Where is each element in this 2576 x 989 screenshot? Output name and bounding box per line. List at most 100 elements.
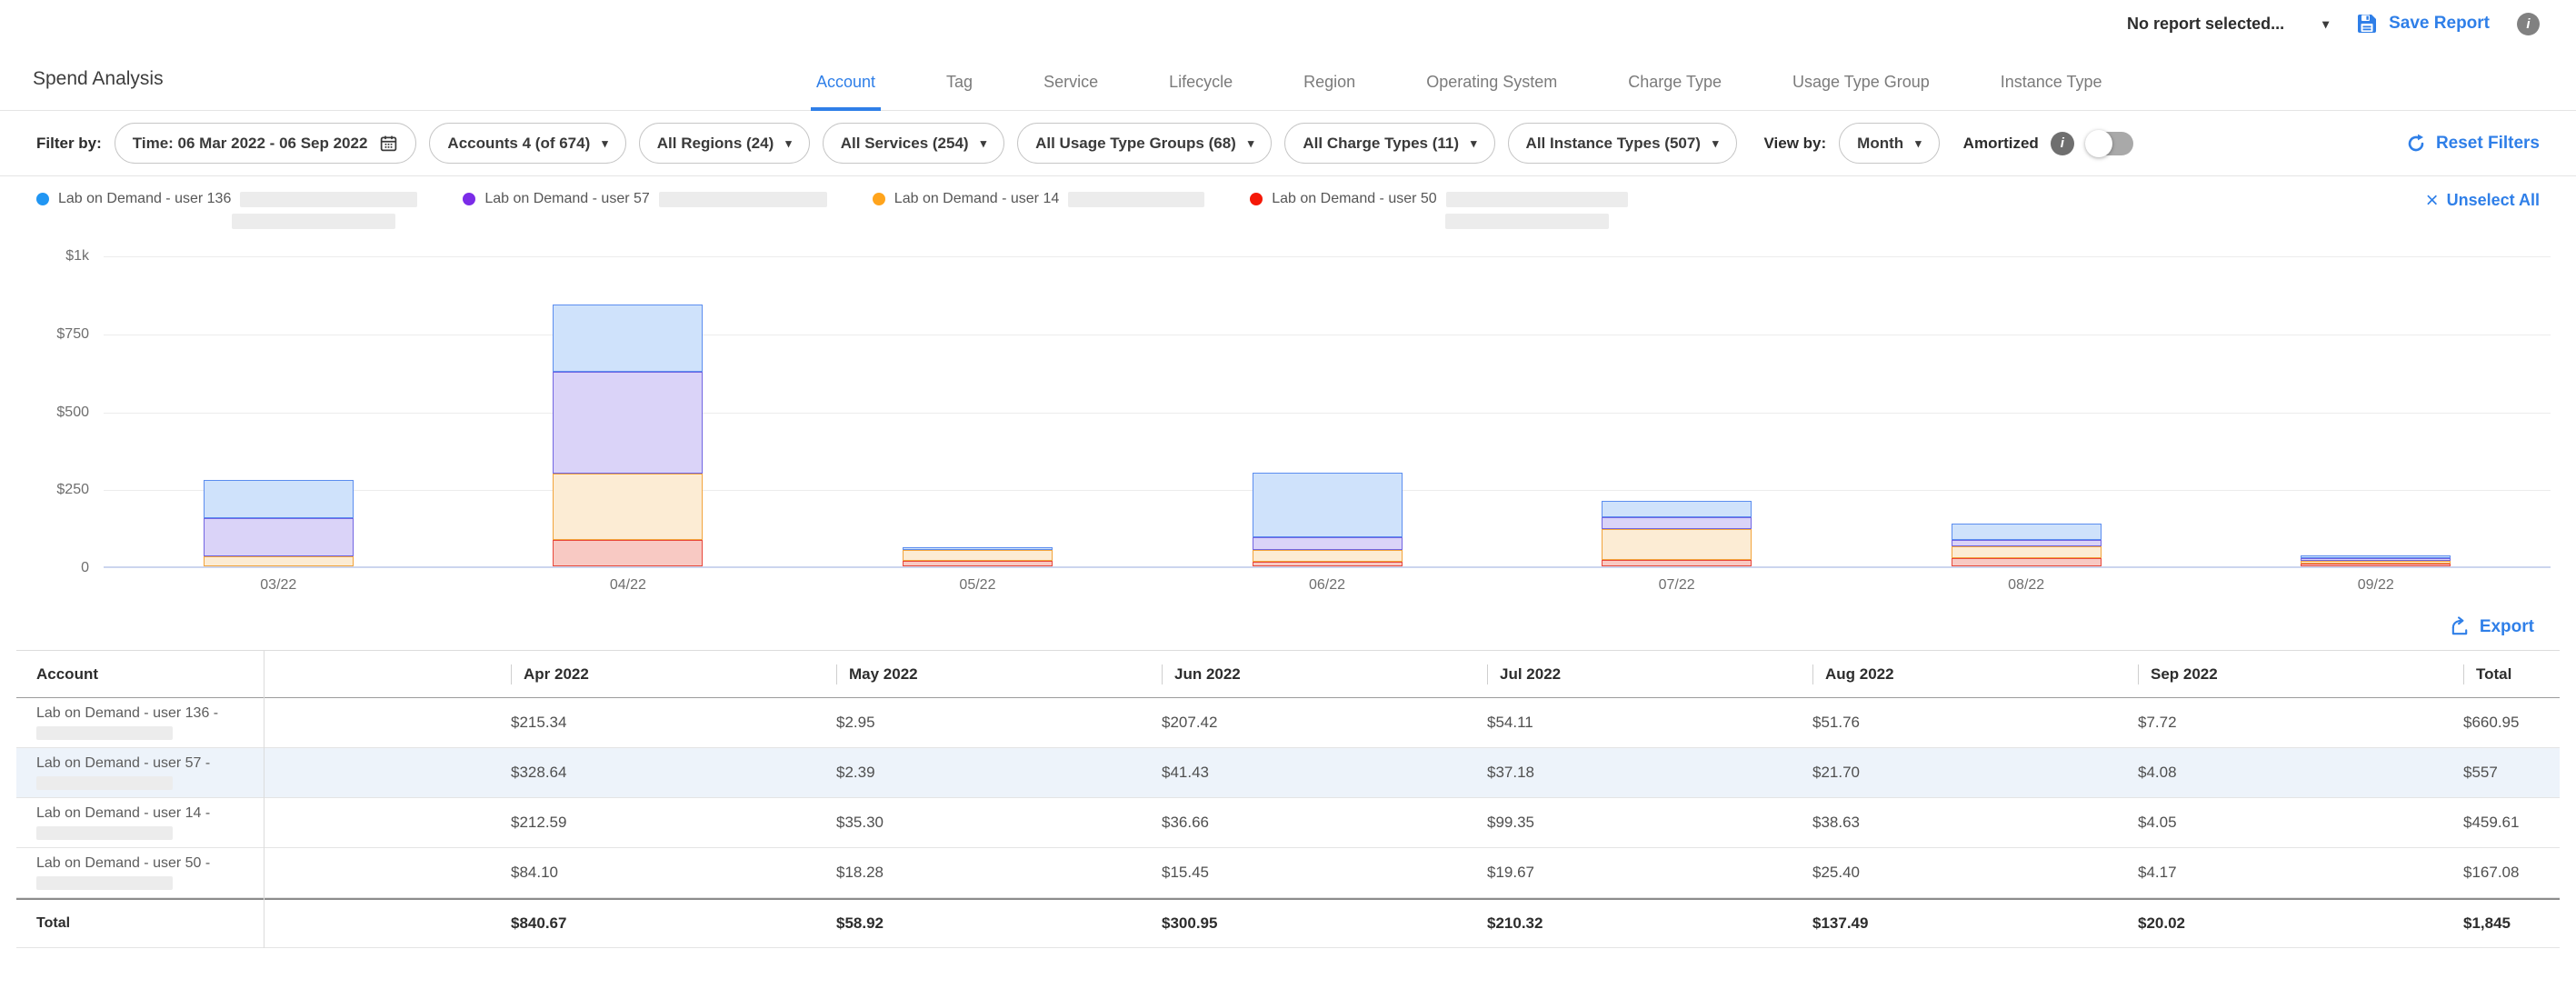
filter-dropdown-all-charge-types-11[interactable]: All Charge Types (11) ▾ bbox=[1284, 123, 1495, 164]
column-header-label: Apr 2022 bbox=[511, 664, 589, 684]
x-axis-label: 06/22 bbox=[1309, 577, 1346, 593]
reset-filters-button[interactable]: Reset Filters bbox=[2405, 133, 2540, 155]
account-cell: Lab on Demand - user 50 - bbox=[16, 855, 498, 890]
value-cell: $557 bbox=[2463, 764, 2498, 781]
filter-by-label: Filter by: bbox=[36, 134, 102, 152]
tab-lifecycle[interactable]: Lifecycle bbox=[1169, 73, 1233, 91]
export-row: Export bbox=[0, 605, 2576, 650]
legend-label: Lab on Demand - user 14 bbox=[894, 191, 1060, 206]
legend-item-lab-on-demand-user-136[interactable]: Lab on Demand - user 136 bbox=[36, 191, 418, 229]
chart-slot-05-22: 05/22 bbox=[803, 256, 1153, 593]
bar-segment-lab-on-demand-user-50 bbox=[1252, 561, 1403, 566]
table-total-row: Total $840.67 $58.92 $300.95 $210.32 $137.49 $… bbox=[16, 898, 2560, 948]
value-cell: $215.34 bbox=[511, 714, 567, 731]
tab-usage-type-group[interactable]: Usage Type Group bbox=[1792, 73, 1930, 91]
y-axis-label: $500 bbox=[56, 404, 89, 420]
filter-dropdown-all-regions-24[interactable]: All Regions (24) ▾ bbox=[638, 123, 810, 164]
unselect-all-button[interactable]: × Unselect All bbox=[2426, 189, 2540, 211]
y-axis-label: 0 bbox=[81, 560, 89, 575]
bar-06-22[interactable] bbox=[1252, 472, 1403, 566]
tab-service[interactable]: Service bbox=[1043, 73, 1099, 91]
tab-operating-system[interactable]: Operating System bbox=[1426, 73, 1558, 91]
tab-account[interactable]: Account bbox=[811, 55, 882, 111]
table-row-lab-on-demand-user-50: Lab on Demand - user 50 - $84.10 $18.28 $15… bbox=[16, 848, 2560, 898]
value-cell: $84.10 bbox=[511, 864, 558, 881]
legend-dot bbox=[36, 193, 49, 205]
value-cell: $19.67 bbox=[1487, 864, 1534, 881]
filter-dropdown-all-instance-types-507[interactable]: All Instance Types (507) ▾ bbox=[1507, 123, 1737, 164]
redacted-text bbox=[1445, 191, 1628, 207]
save-report-button[interactable]: Save Report bbox=[2356, 13, 2490, 35]
reset-icon bbox=[2405, 133, 2427, 155]
amortized-toggle[interactable] bbox=[2084, 129, 2133, 157]
legend-line: Lab on Demand - user 50 bbox=[1250, 191, 1628, 207]
value-cell: $38.63 bbox=[1812, 814, 1860, 831]
bar-segment-lab-on-demand-user-57 bbox=[1252, 536, 1403, 551]
info-icon[interactable]: i bbox=[2050, 131, 2074, 155]
total-value-cell: $300.95 bbox=[1162, 914, 1218, 932]
column-header-label: May 2022 bbox=[836, 664, 918, 684]
reset-filters-label: Reset Filters bbox=[2435, 133, 2540, 153]
value-cell: $54.11 bbox=[1487, 714, 1533, 731]
spend-chart: $1k $750 $500 $250 0 03/22 04/22 05/22 06/22 07/2… bbox=[36, 235, 2554, 605]
gridline bbox=[104, 256, 2551, 257]
bar-07-22[interactable] bbox=[1602, 500, 1752, 566]
tab-bar: Account Tag Service Lifecycle Region Operatin… bbox=[811, 55, 2108, 111]
export-button[interactable]: Export bbox=[2450, 616, 2534, 637]
save-icon bbox=[2356, 13, 2378, 35]
account-name: Lab on Demand - user 57 - bbox=[36, 755, 211, 771]
spend-table: Account Apr 2022 May 2022 Jun 2022 Jul 2022 A… bbox=[16, 650, 2560, 948]
filter-dropdown-all-usage-type-groups-68[interactable]: All Usage Type Groups (68) ▾ bbox=[1017, 123, 1273, 164]
legend-line: Lab on Demand - user 57 bbox=[463, 191, 827, 207]
bar-03-22[interactable] bbox=[203, 480, 354, 566]
total-label-cell: Total bbox=[36, 915, 71, 931]
chevron-down-icon: ▾ bbox=[785, 135, 792, 150]
info-icon[interactable]: i bbox=[2517, 12, 2540, 35]
account-cell: Lab on Demand - user 136 - bbox=[16, 705, 498, 740]
column-header-label: Sep 2022 bbox=[2138, 664, 2218, 684]
chevron-down-icon: ▾ bbox=[980, 135, 987, 150]
chevron-down-icon: ▾ bbox=[1247, 135, 1254, 150]
chart-slot-09-22: 09/22 bbox=[2201, 256, 2551, 593]
legend-item-lab-on-demand-user-57[interactable]: Lab on Demand - user 57 bbox=[463, 191, 827, 229]
bar-segment-lab-on-demand-user-136 bbox=[553, 304, 704, 372]
bar-09-22[interactable] bbox=[2301, 555, 2451, 566]
bar-segment-lab-on-demand-user-136 bbox=[203, 480, 354, 518]
bar-segment-lab-on-demand-user-14 bbox=[2301, 561, 2451, 564]
chart-slot-08-22: 08/22 bbox=[1852, 256, 2202, 593]
filter-dropdown-accounts-4-of-674[interactable]: Accounts 4 (of 674) ▾ bbox=[429, 123, 626, 164]
legend-item-lab-on-demand-user-50[interactable]: Lab on Demand - user 50 bbox=[1250, 191, 1628, 229]
column-header-label: Total bbox=[2463, 664, 2511, 684]
time-filter-pill[interactable]: Time: 06 Mar 2022 - 06 Sep 2022 bbox=[114, 123, 417, 164]
y-axis-label: $750 bbox=[56, 325, 89, 342]
filter-pills: Accounts 4 (of 674) ▾ All Regions (24) ▾ All… bbox=[429, 123, 1737, 164]
bar-segment-lab-on-demand-user-136 bbox=[2301, 555, 2451, 558]
value-cell: $459.61 bbox=[2463, 814, 2520, 831]
bar-08-22[interactable] bbox=[1951, 523, 2102, 566]
x-axis-label: 08/22 bbox=[2008, 577, 2045, 593]
value-cell: $4.17 bbox=[2138, 864, 2177, 881]
redacted-text bbox=[658, 191, 827, 207]
bar-05-22[interactable] bbox=[902, 546, 1053, 566]
tab-charge-type[interactable]: Charge Type bbox=[1628, 73, 1722, 91]
filter-dropdown-all-services-254[interactable]: All Services (254) ▾ bbox=[822, 123, 1005, 164]
tab-region[interactable]: Region bbox=[1303, 73, 1356, 91]
column-header-account: Account bbox=[36, 664, 98, 683]
bar-segment-lab-on-demand-user-136 bbox=[1602, 500, 1752, 518]
legend-line: Lab on Demand - user 14 bbox=[872, 191, 1205, 207]
column-header-may-2022: May 2022 bbox=[824, 664, 1149, 684]
tab-instance-type[interactable]: Instance Type bbox=[2000, 73, 2102, 91]
value-cell: $207.42 bbox=[1162, 714, 1218, 731]
value-cell: $99.35 bbox=[1487, 814, 1534, 831]
tab-tag[interactable]: Tag bbox=[946, 73, 973, 91]
value-cell: $41.43 bbox=[1162, 764, 1209, 781]
title-row: Spend Analysis Account Tag Service Lifecycl… bbox=[0, 47, 2576, 111]
bar-04-22[interactable] bbox=[553, 304, 704, 566]
legend-label: Lab on Demand - user 136 bbox=[58, 191, 232, 206]
total-value-cell: $20.02 bbox=[2138, 914, 2185, 932]
legend-item-lab-on-demand-user-14[interactable]: Lab on Demand - user 14 bbox=[872, 191, 1205, 229]
report-selector[interactable]: No report selected... ▾ bbox=[2127, 15, 2329, 34]
column-header-aug-2022: Aug 2022 bbox=[1800, 664, 2125, 684]
amortized-label: Amortized bbox=[1962, 134, 2039, 152]
view-by-dropdown[interactable]: Month ▾ bbox=[1839, 123, 1940, 164]
